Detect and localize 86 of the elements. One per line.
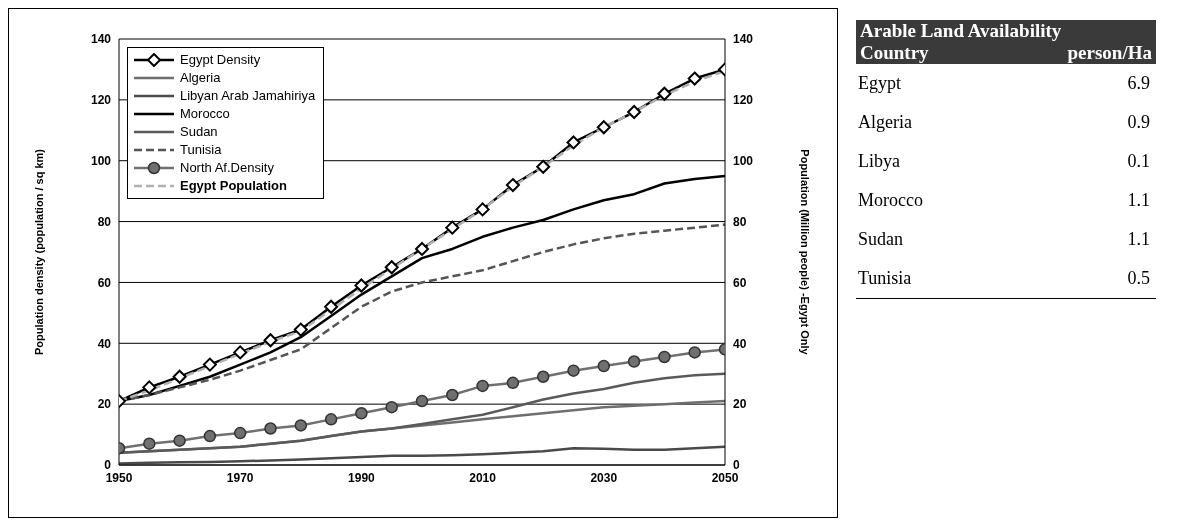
category-label: Morocco xyxy=(858,190,923,211)
point xyxy=(263,333,278,348)
x-tick-label: 1970 xyxy=(226,470,254,485)
point xyxy=(172,369,187,384)
point xyxy=(385,400,398,414)
y-axis-title: Population density (population / sq km) xyxy=(32,148,45,355)
point xyxy=(475,202,490,217)
point xyxy=(627,355,641,368)
point xyxy=(446,388,459,402)
point xyxy=(566,135,581,150)
point xyxy=(324,299,339,314)
x-tick-label: 1990 xyxy=(348,470,376,485)
x-tick-label: 2050 xyxy=(711,470,739,485)
point xyxy=(173,434,186,447)
x-tick-label: 1950 xyxy=(105,470,133,485)
point xyxy=(354,278,369,293)
x-tick-label: 2010 xyxy=(469,470,497,485)
text: person/Ha xyxy=(1067,42,1152,64)
data-label: 0.5 xyxy=(1127,268,1150,289)
point xyxy=(687,71,702,86)
x-tick-label: 2030 xyxy=(590,470,618,485)
y2-tick-label: 40 xyxy=(733,336,747,351)
point xyxy=(596,120,611,135)
category-label: Tunisia xyxy=(858,268,912,289)
y-tick-label: 100 xyxy=(90,153,112,168)
legend-label: Algeria xyxy=(180,69,221,87)
point xyxy=(536,159,551,174)
data-label: 6.9 xyxy=(1127,73,1150,94)
point xyxy=(505,178,520,193)
legend-label: Sudan xyxy=(180,123,218,141)
point xyxy=(445,220,460,235)
point xyxy=(294,419,308,432)
legend-label: Egypt Density xyxy=(180,51,261,69)
y2-tick-label: 80 xyxy=(733,214,747,229)
point xyxy=(567,364,580,377)
line-series xyxy=(119,372,725,455)
data-label: 1.1 xyxy=(1127,190,1150,211)
data-label: 1.1 xyxy=(1127,229,1150,250)
text: Arable Land Availability xyxy=(856,20,1156,42)
y2-tick-label: 20 xyxy=(733,397,747,412)
category-label: Sudan xyxy=(858,229,903,250)
y-tick-label: 120 xyxy=(90,93,112,108)
point xyxy=(536,370,550,384)
data-label: 0.1 xyxy=(1127,151,1150,172)
point xyxy=(293,322,308,337)
y-tick-label: 40 xyxy=(97,336,112,351)
y-tick-label: 140 xyxy=(90,32,112,47)
point xyxy=(476,379,489,393)
point xyxy=(203,429,217,443)
point xyxy=(415,241,429,256)
y2-tick-label: 100 xyxy=(733,153,754,168)
point xyxy=(264,422,277,435)
point xyxy=(384,260,399,275)
legend-label: Morocco xyxy=(180,105,230,123)
y2-tick-label: 140 xyxy=(733,32,754,47)
legend-label: Libyan Arab Jamahiriya xyxy=(180,87,316,105)
category-label: Egypt xyxy=(858,73,901,94)
legend-label: Egypt Population xyxy=(180,177,287,195)
y-tick-label: 0 xyxy=(104,458,112,473)
text: Country xyxy=(860,42,929,64)
y-tick-label: 80 xyxy=(97,214,112,229)
y2-tick-label: 0 xyxy=(733,458,740,473)
point xyxy=(657,86,672,101)
legend-label: North Af.Density xyxy=(180,159,274,177)
point xyxy=(233,345,248,360)
y-tick-label: 60 xyxy=(97,275,112,290)
legend-label: Tunisia xyxy=(180,141,222,159)
y-tick-label: 20 xyxy=(97,397,112,412)
point xyxy=(597,359,611,373)
point xyxy=(658,350,671,364)
point xyxy=(142,380,157,395)
y2-tick-label: 120 xyxy=(733,93,754,108)
point xyxy=(415,394,429,408)
category-label: Libya xyxy=(858,151,900,172)
point xyxy=(143,437,156,450)
point xyxy=(506,376,520,390)
point xyxy=(324,413,338,426)
y2-axis-title: Population (Million people) -Egypt Only xyxy=(799,149,812,356)
point xyxy=(202,357,217,372)
category-label: Algeria xyxy=(858,112,912,133)
point xyxy=(355,407,368,420)
y2-tick-label: 60 xyxy=(733,275,747,290)
point xyxy=(688,346,701,359)
point xyxy=(233,426,247,440)
point xyxy=(627,105,642,120)
data-label: 0.9 xyxy=(1127,112,1150,133)
